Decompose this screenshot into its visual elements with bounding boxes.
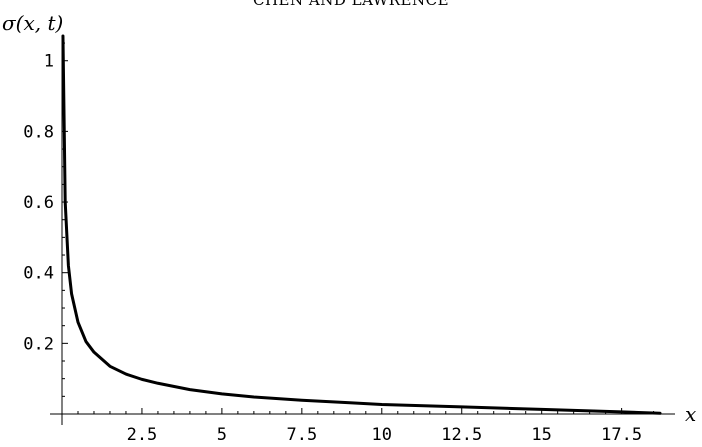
x-tick-label: 7.5 bbox=[286, 425, 317, 445]
y-tick-label: 0.6 bbox=[23, 193, 54, 213]
x-tick-label: 12.5 bbox=[441, 425, 482, 445]
y-tick-label: 0.8 bbox=[23, 122, 54, 142]
x-tick-label: 17.5 bbox=[601, 425, 642, 445]
x-tick-label: 5 bbox=[217, 425, 227, 445]
x-tick-label: 10 bbox=[372, 425, 392, 445]
minor-ticks bbox=[62, 42, 655, 414]
running-head: CHEN AND LAWRENCE bbox=[252, 0, 450, 9]
tick-labels: 2.5 5 7.5 10 12.5 15 17.5 0.2 0.4 0.6 0.8 1 bbox=[23, 52, 642, 445]
x-axis-label: x bbox=[685, 402, 696, 426]
y-tick-label: 0.4 bbox=[23, 264, 54, 284]
axes bbox=[50, 38, 675, 425]
x-tick-label: 2.5 bbox=[127, 425, 158, 445]
y-axis-label: σ(x, t) bbox=[2, 11, 63, 35]
y-tick-label: 1 bbox=[44, 52, 54, 72]
series-line bbox=[61, 34, 662, 415]
major-ticks bbox=[62, 60, 623, 414]
y-tick-label: 0.2 bbox=[23, 334, 54, 354]
x-tick-label: 15 bbox=[531, 425, 551, 445]
